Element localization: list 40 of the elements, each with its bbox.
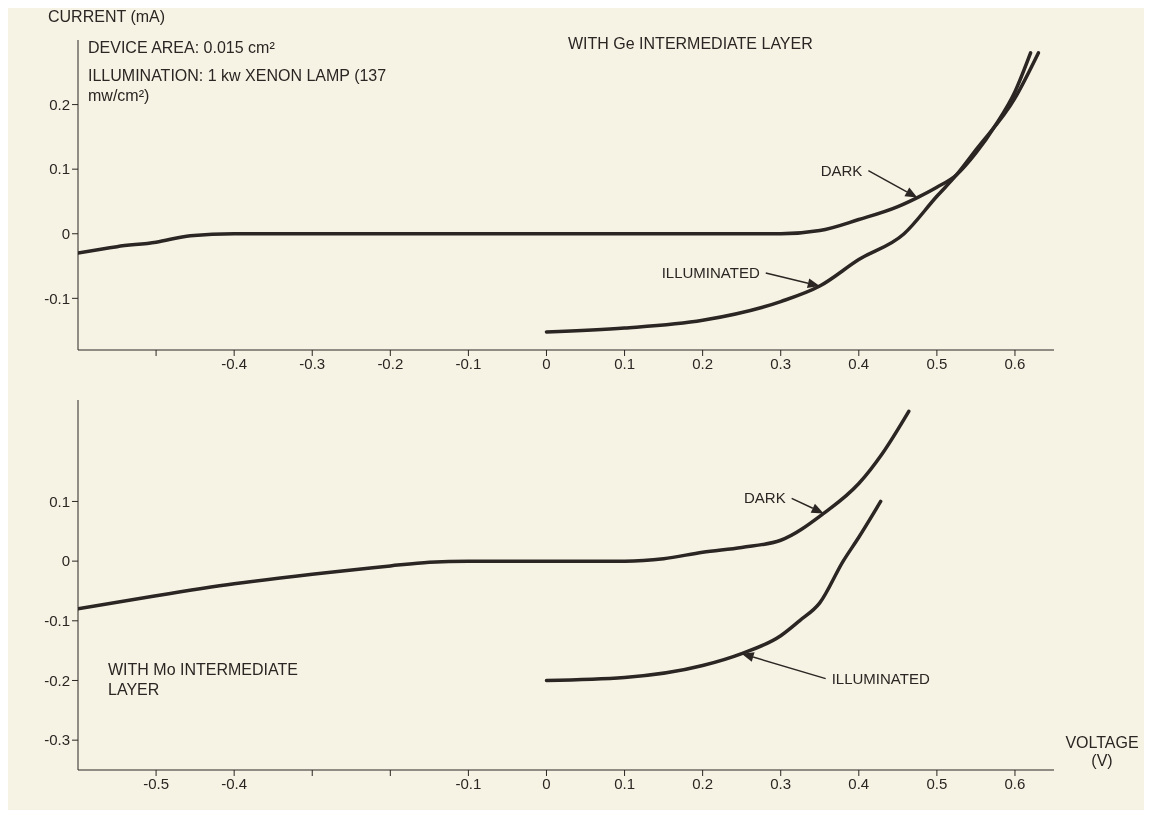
x-tick-label: 0.5 bbox=[926, 774, 948, 792]
y-tick-label: -0.1 bbox=[44, 289, 70, 307]
x-tick-label: 0.6 bbox=[1004, 354, 1026, 372]
x-tick-label: 0.6 bbox=[1004, 774, 1026, 792]
legend-label: ILLUMINATED bbox=[661, 264, 760, 282]
y-tick-label: 0 bbox=[61, 552, 70, 570]
x-tick-label: 0.5 bbox=[926, 354, 948, 372]
y-tick-label: -0.1 bbox=[44, 612, 70, 630]
legend-label: ILLUMINATED bbox=[831, 669, 930, 687]
y-axis-title: CURRENT (mA) bbox=[47, 8, 167, 27]
annotation: WITH Mo INTERMEDIATE LAYER bbox=[108, 660, 299, 700]
x-tick-label: -0.1 bbox=[455, 354, 482, 372]
x-tick-label: -0.4 bbox=[221, 774, 248, 792]
y-tick-label: 0 bbox=[61, 225, 70, 243]
x-tick-label: -0.3 bbox=[299, 354, 326, 372]
annotation: DEVICE AREA: 0.015 cm² bbox=[88, 38, 276, 58]
x-axis-title: VOLTAGE (V) bbox=[1064, 734, 1140, 770]
x-tick-label: 0.2 bbox=[692, 774, 714, 792]
x-tick-label: 0.4 bbox=[848, 774, 870, 792]
series-label: DARK bbox=[743, 489, 786, 507]
x-tick-label: 0.1 bbox=[614, 354, 635, 372]
text: DARK bbox=[820, 161, 863, 179]
x-tick-label: 0 bbox=[542, 354, 551, 372]
y-tick-label: 0.1 bbox=[49, 160, 70, 178]
y-tick-label: -0.3 bbox=[44, 731, 70, 749]
x-tick-label: -0.2 bbox=[377, 354, 404, 372]
x-tick-label: 0.3 bbox=[770, 774, 792, 792]
annotation: ILLUMINATION: 1 kw XENON LAMP (137 mw/cm²) bbox=[88, 66, 388, 106]
x-tick-label: 0.3 bbox=[770, 354, 792, 372]
x-tick-label: 0 bbox=[542, 774, 551, 792]
x-tick-label: -0.1 bbox=[455, 774, 482, 792]
y-tick-label: 0.2 bbox=[49, 95, 70, 113]
x-tick-label: 0.1 bbox=[614, 774, 635, 792]
x-tick-label: -0.4 bbox=[221, 354, 248, 372]
y-tick-label: 0.1 bbox=[49, 492, 70, 510]
annotation: WITH Ge INTERMEDIATE LAYER bbox=[568, 34, 814, 54]
x-tick-label: 0.4 bbox=[848, 354, 870, 372]
x-tick-label: -0.5 bbox=[143, 774, 170, 792]
y-tick-label: -0.2 bbox=[44, 671, 70, 689]
x-tick-label: 0.2 bbox=[692, 354, 714, 372]
